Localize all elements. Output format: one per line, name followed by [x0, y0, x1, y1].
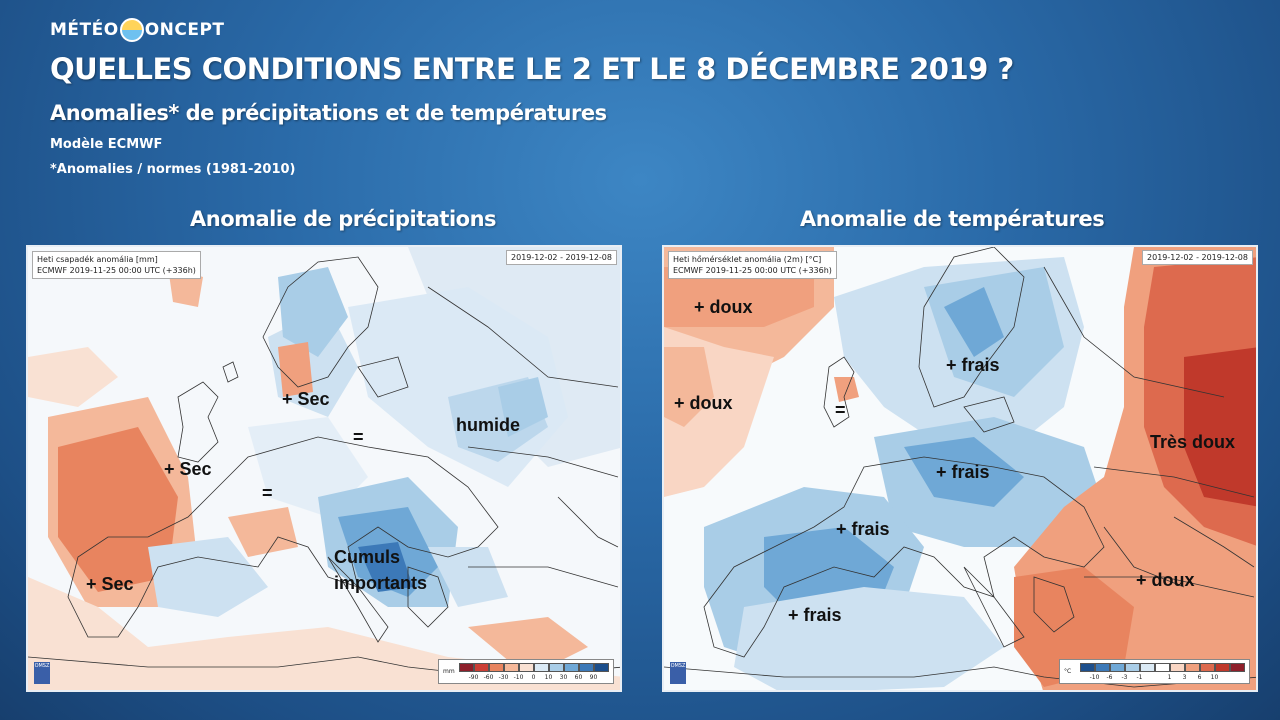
- meteo-concept-logo: MÉTÉO ONCEPT: [50, 18, 225, 42]
- temp-legend-swatch: [1155, 663, 1170, 672]
- precip-legend-swatch: [579, 663, 594, 672]
- precip-legend-label: 60: [574, 674, 583, 681]
- temp-legend-label: -6: [1106, 674, 1113, 681]
- temp-legend-label: 6: [1197, 674, 1202, 681]
- page-title: QUELLES CONDITIONS ENTRE LE 2 ET LE 8 DÉ…: [50, 52, 1014, 86]
- annotation-sec-iberia: + Sec: [86, 574, 134, 594]
- annotation-importants: importants: [334, 573, 428, 593]
- norms-label: *Anomalies / normes (1981-2010): [50, 162, 296, 177]
- annotation-cumuls: Cumuls: [334, 547, 401, 567]
- precip-legend-swatch: [489, 663, 504, 672]
- temp-legend-label: 10: [1210, 674, 1219, 681]
- precip-legend-label: -60: [483, 674, 494, 681]
- annotation-frais-scandinavia: + frais: [946, 355, 1000, 375]
- precip-date-range: 2019-12-02 - 2019-12-08: [506, 250, 617, 265]
- temp-legend-swatch: [1185, 663, 1200, 672]
- annotation-equal-2: =: [262, 483, 273, 503]
- precip-legend: mm -90 -60 -30 -10 0 10 30 60 90: [438, 659, 614, 684]
- model-label: Modèle ECMWF: [50, 137, 163, 152]
- temp-legend-label: -10: [1089, 674, 1100, 681]
- annotation-frais-iberia: + frais: [788, 605, 842, 625]
- annotation-sec-west: + Sec: [164, 459, 212, 479]
- temp-legend-labels: -10 -6 -3 -1 1 3 6 10: [1080, 674, 1245, 681]
- precip-legend-swatch: [549, 663, 564, 672]
- annotation-humide: humide: [456, 415, 521, 435]
- precip-legend-swatch: [534, 663, 549, 672]
- annotation-equal-1: =: [353, 427, 364, 447]
- temp-legend-swatch: [1140, 663, 1155, 672]
- temp-legend-bar: [1080, 663, 1245, 672]
- temp-legend-swatch: [1215, 663, 1230, 672]
- precip-map-header: Heti csapadék anomália [mm] ECMWF 2019-1…: [32, 251, 201, 279]
- precip-legend-label: -90: [468, 674, 479, 681]
- page-subtitle: Anomalies* de précipitations et de tempé…: [50, 101, 607, 125]
- temp-legend-swatch: [1125, 663, 1140, 672]
- temp-legend: °C -10 -6 -3 -1 1 3 6 10: [1059, 659, 1250, 684]
- precip-legend-labels: -90 -60 -30 -10 0 10 30 60 90: [459, 674, 609, 681]
- annotation-frais-france: + frais: [836, 519, 890, 539]
- temp-legend-swatch: [1170, 663, 1185, 672]
- temp-legend-label: -1: [1136, 674, 1143, 681]
- precip-legend-label: -10: [513, 674, 524, 681]
- precip-legend-swatch: [474, 663, 489, 672]
- omsz-logo: OMSZ: [670, 662, 686, 684]
- precip-legend-swatch: [504, 663, 519, 672]
- precip-legend-label: 90: [589, 674, 598, 681]
- annotation-doux-southeast: + doux: [1136, 570, 1195, 590]
- precip-legend-swatch: [459, 663, 474, 672]
- precip-legend-swatch: [594, 663, 609, 672]
- sun-wave-icon: [119, 18, 144, 42]
- omsz-logo: OMSZ: [34, 662, 50, 684]
- precip-legend-label: 30: [559, 674, 568, 681]
- precip-legend-label: -30: [498, 674, 509, 681]
- precip-legend-label: 10: [544, 674, 553, 681]
- temp-legend-label: 1: [1167, 674, 1172, 681]
- precip-legend-swatch: [564, 663, 579, 672]
- temp-legend-swatch: [1080, 663, 1095, 672]
- temp-legend-spacer: [1080, 674, 1087, 681]
- temp-anomaly-map: Heti hőmérséklet anomália (2m) [°C] ECMW…: [662, 245, 1258, 692]
- annotation-equal-uk: =: [835, 400, 846, 420]
- temp-legend-swatch: [1200, 663, 1215, 672]
- precip-legend-label: 0: [531, 674, 536, 681]
- temp-map-header: Heti hőmérséklet anomália (2m) [°C] ECMW…: [668, 251, 837, 279]
- temp-date-range: 2019-12-02 - 2019-12-08: [1142, 250, 1253, 265]
- annotation-sec-north: + Sec: [282, 389, 330, 409]
- annotation-tres-doux: Très doux: [1150, 432, 1236, 452]
- precip-legend-swatch: [519, 663, 534, 672]
- temp-legend-swatch: [1095, 663, 1110, 672]
- temp-legend-swatch: [1230, 663, 1245, 672]
- temp-legend-swatch: [1110, 663, 1125, 672]
- precip-map-graphic: [28, 247, 620, 690]
- precip-panel-title: Anomalie de précipitations: [190, 207, 497, 231]
- temp-legend-label: [1147, 674, 1162, 681]
- annotation-frais-central: + frais: [936, 462, 990, 482]
- temp-legend-label: -3: [1121, 674, 1128, 681]
- precip-legend-spacer: [459, 674, 466, 681]
- precip-anomaly-map: Heti csapadék anomália [mm] ECMWF 2019-1…: [26, 245, 622, 692]
- annotation-doux-north: + doux: [694, 297, 753, 317]
- precip-legend-bar: [459, 663, 609, 672]
- temp-legend-label: 3: [1182, 674, 1187, 681]
- temp-map-graphic: [664, 247, 1256, 690]
- annotation-doux-atlantic: + doux: [674, 393, 733, 413]
- temp-panel-title: Anomalie de températures: [800, 207, 1105, 231]
